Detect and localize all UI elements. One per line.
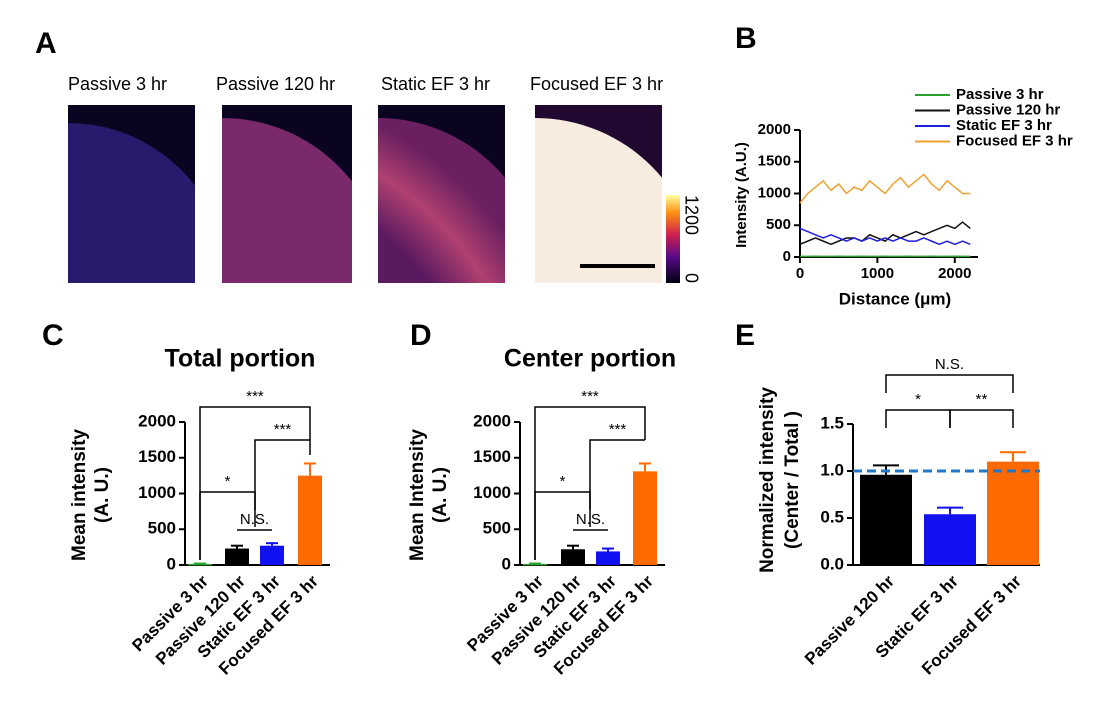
y-axis-label: Mean Intensity bbox=[407, 429, 428, 561]
bar bbox=[596, 551, 620, 565]
bar bbox=[924, 514, 976, 565]
y-tick-label: 0 bbox=[502, 554, 511, 573]
y-tick-label: 0.5 bbox=[820, 507, 844, 526]
image-title: Focused EF 3 hr bbox=[530, 74, 663, 94]
bar bbox=[260, 545, 284, 565]
significance-label: *** bbox=[274, 421, 292, 438]
x-axis-label: Distance (μm) bbox=[839, 289, 951, 308]
y-tick-label: 1500 bbox=[758, 153, 791, 170]
significance-bracket bbox=[534, 406, 646, 560]
y-tick-label: 2000 bbox=[138, 411, 176, 430]
y-tick-label: 500 bbox=[148, 519, 176, 538]
y-axis-label: (A. U.) bbox=[92, 467, 113, 523]
y-axis-label: Mean intensity bbox=[69, 429, 90, 561]
y-tick-label: 1000 bbox=[473, 483, 511, 502]
bar bbox=[188, 563, 212, 566]
image-region bbox=[535, 118, 662, 283]
x-tick-label: 0 bbox=[796, 265, 804, 282]
significance-label: *** bbox=[581, 388, 599, 405]
bar bbox=[987, 461, 1039, 565]
y-tick-label: 1.0 bbox=[820, 460, 844, 479]
y-tick-label: 1500 bbox=[138, 447, 176, 466]
data-line bbox=[799, 227, 971, 246]
bar bbox=[561, 549, 585, 565]
colorbar bbox=[666, 195, 680, 283]
y-tick-label: 2000 bbox=[758, 121, 791, 138]
y-tick-label: 1.5 bbox=[820, 413, 844, 432]
bar bbox=[633, 471, 657, 565]
significance-bracket bbox=[949, 409, 1014, 428]
micrographs bbox=[68, 105, 680, 283]
y-axis-label: Intensity (A.U.) bbox=[733, 142, 750, 248]
y-tick-label: 500 bbox=[766, 216, 791, 233]
significance-bracket bbox=[199, 406, 311, 560]
significance-label: * bbox=[225, 473, 231, 490]
image-region bbox=[378, 118, 505, 283]
bar bbox=[860, 474, 912, 565]
chart-title: Total portion bbox=[165, 345, 316, 373]
significance-label: * bbox=[560, 473, 566, 490]
data-line bbox=[799, 221, 971, 246]
significance-bracket bbox=[254, 439, 311, 527]
y-tick-label: 1000 bbox=[138, 483, 176, 502]
y-tick-label: 0 bbox=[167, 554, 176, 573]
y-tick-label: 1000 bbox=[758, 184, 791, 201]
panel-label: A bbox=[35, 27, 57, 60]
colorbar-tick-label: 0 bbox=[681, 273, 701, 283]
bar bbox=[225, 548, 249, 565]
y-axis-label: (Center / Total ) bbox=[782, 411, 803, 549]
image-region bbox=[68, 123, 195, 283]
chart-title: Center portion bbox=[504, 345, 676, 373]
legend-label: Passive 120 hr bbox=[956, 101, 1060, 118]
legend-label: Focused EF 3 hr bbox=[956, 132, 1073, 149]
significance-bracket bbox=[885, 409, 951, 428]
significance-label: N.S. bbox=[935, 356, 964, 373]
x-tick-label: 2000 bbox=[938, 265, 971, 282]
y-axis-label: Normalized intensity bbox=[757, 387, 778, 573]
image-title: Static EF 3 hr bbox=[381, 74, 490, 94]
image-region bbox=[222, 118, 352, 283]
y-tick-label: 1500 bbox=[473, 447, 511, 466]
x-tick-label: 1000 bbox=[861, 265, 894, 282]
panel-label: C bbox=[42, 319, 64, 352]
image-title: Passive 120 hr bbox=[216, 74, 335, 94]
significance-label: N.S. bbox=[576, 511, 605, 528]
significance-bracket bbox=[199, 491, 256, 560]
y-tick-label: 2000 bbox=[473, 411, 511, 430]
significance-label: *** bbox=[609, 421, 627, 438]
image-title: Passive 3 hr bbox=[68, 74, 167, 94]
colorbar-tick-label: 1200 bbox=[681, 195, 701, 235]
significance-label: N.S. bbox=[240, 511, 269, 528]
panel-label: B bbox=[735, 22, 757, 55]
significance-label: *** bbox=[246, 388, 264, 405]
significance-bracket bbox=[534, 491, 591, 560]
bar bbox=[523, 563, 547, 566]
significance-label: ** bbox=[976, 391, 988, 408]
bar bbox=[298, 475, 322, 565]
panel-label: D bbox=[410, 319, 432, 352]
panel-label: E bbox=[735, 319, 755, 352]
legend-label: Passive 3 hr bbox=[956, 86, 1044, 103]
data-line bbox=[799, 173, 971, 204]
legend-label: Static EF 3 hr bbox=[956, 117, 1052, 134]
y-axis-label: (A. U.) bbox=[430, 467, 451, 523]
significance-label: * bbox=[915, 391, 921, 408]
y-tick-label: 0 bbox=[783, 248, 791, 265]
y-tick-label: 500 bbox=[483, 519, 511, 538]
significance-bracket bbox=[885, 374, 1014, 393]
y-tick-label: 0.0 bbox=[820, 554, 844, 573]
